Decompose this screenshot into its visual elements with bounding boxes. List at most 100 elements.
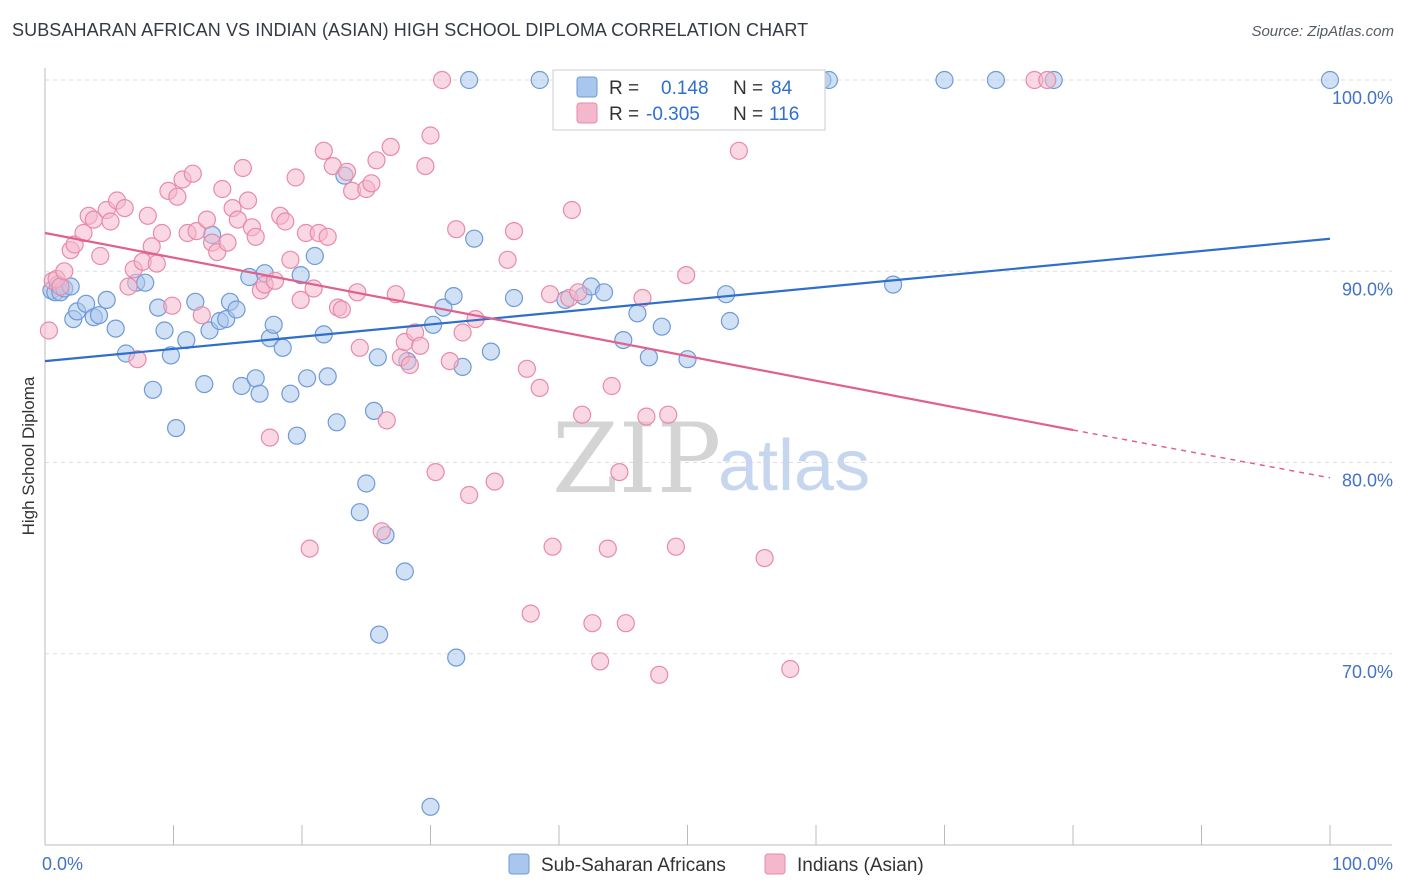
point-pink-47 bbox=[276, 212, 295, 231]
point-pink-94 bbox=[562, 200, 582, 220]
point-pink-90 bbox=[530, 378, 549, 397]
point-blue-44 bbox=[318, 367, 337, 386]
point-pink-77 bbox=[421, 126, 440, 145]
trend-lines bbox=[44, 231, 1331, 479]
point-pink-10 bbox=[91, 246, 110, 266]
point-pink-98 bbox=[590, 652, 610, 671]
legend-r-value-1: 0.148 bbox=[661, 78, 709, 99]
point-blue-38 bbox=[281, 384, 300, 403]
point-pink-37 bbox=[228, 210, 247, 229]
legend-n-value-2: 116 bbox=[769, 104, 799, 125]
point-pink-115 bbox=[1038, 70, 1057, 90]
point-blue-42 bbox=[305, 246, 324, 266]
point-pink-113 bbox=[781, 659, 800, 679]
legend-frame bbox=[552, 69, 826, 131]
point-pink-91 bbox=[540, 285, 560, 304]
point-blue-40 bbox=[291, 266, 310, 285]
point-pink-31 bbox=[197, 210, 216, 229]
y-tick-label-0: 70.0% bbox=[1342, 662, 1393, 682]
point-blue-65 bbox=[530, 70, 549, 90]
point-pink-48 bbox=[281, 250, 300, 269]
point-blue-64 bbox=[504, 288, 524, 308]
point-blue-80 bbox=[935, 70, 954, 90]
point-blue-23 bbox=[195, 375, 214, 394]
point-pink-107 bbox=[659, 405, 678, 424]
point-pink-34 bbox=[213, 179, 232, 199]
point-blue-62 bbox=[465, 229, 484, 248]
point-pink-88 bbox=[517, 359, 537, 378]
trend-line-indians-extension bbox=[1072, 429, 1331, 479]
x-tick-labels: 0.0% 100.0% bbox=[42, 854, 1393, 874]
axes bbox=[44, 68, 1392, 846]
watermark: ZIP atlas bbox=[552, 403, 870, 515]
point-pink-52 bbox=[300, 539, 319, 558]
point-pink-20 bbox=[142, 237, 161, 256]
point-blue-18 bbox=[155, 321, 174, 340]
point-blue-36 bbox=[264, 315, 283, 334]
point-pink-89 bbox=[521, 604, 540, 623]
point-pink-63 bbox=[350, 338, 369, 357]
point-blue-30 bbox=[232, 376, 251, 396]
point-pink-66 bbox=[367, 151, 386, 170]
y-tick-label-3: 100.0% bbox=[1332, 88, 1393, 108]
point-blue-51 bbox=[370, 625, 389, 644]
point-pink-67 bbox=[372, 522, 391, 541]
point-pink-30 bbox=[192, 306, 211, 325]
point-pink-12 bbox=[101, 212, 120, 231]
point-pink-99 bbox=[598, 539, 617, 558]
point-pink-59 bbox=[332, 300, 351, 319]
point-blue-37 bbox=[273, 338, 292, 357]
legend-swatch-pink bbox=[576, 102, 598, 124]
point-pink-97 bbox=[583, 614, 602, 633]
point-pink-17 bbox=[128, 350, 147, 369]
point-pink-41 bbox=[246, 227, 265, 246]
point-pink-49 bbox=[286, 168, 305, 187]
y-tick-label-2: 90.0% bbox=[1342, 279, 1393, 299]
point-blue-19 bbox=[161, 346, 180, 365]
point-blue-39 bbox=[287, 426, 306, 445]
legend-swatch-blue bbox=[576, 76, 598, 98]
point-pink-69 bbox=[381, 137, 400, 156]
point-pink-96 bbox=[572, 405, 592, 424]
point-pink-112 bbox=[755, 548, 774, 568]
trend-line-sub-saharan bbox=[44, 237, 1331, 363]
point-blue-49 bbox=[364, 401, 384, 420]
series-label-indians: Indians (Asian) bbox=[797, 855, 924, 876]
point-blue-15 bbox=[136, 273, 155, 292]
point-pink-80 bbox=[440, 352, 459, 371]
x-tick-label-1: 100.0% bbox=[1332, 854, 1393, 874]
point-blue-59 bbox=[447, 648, 466, 667]
point-pink-65 bbox=[362, 174, 381, 193]
point-blue-53 bbox=[395, 562, 414, 581]
point-pink-101 bbox=[610, 463, 629, 482]
legend-n-label-1: N = bbox=[733, 78, 763, 99]
series-swatch-sub-saharan bbox=[508, 853, 530, 875]
point-pink-103 bbox=[633, 288, 652, 308]
point-pink-39 bbox=[238, 191, 258, 210]
point-blue-12 bbox=[106, 319, 125, 338]
point-pink-82 bbox=[453, 323, 472, 342]
point-blue-83 bbox=[1320, 70, 1340, 90]
point-blue-48 bbox=[357, 474, 376, 493]
data-points bbox=[39, 70, 1340, 816]
point-pink-19 bbox=[138, 206, 157, 225]
point-pink-108 bbox=[666, 537, 686, 556]
point-blue-32 bbox=[246, 369, 265, 388]
point-blue-47 bbox=[350, 503, 369, 522]
y-axis-label: High School Diploma bbox=[19, 376, 38, 535]
chart-title: SUBSAHARAN AFRICAN VS INDIAN (ASIAN) HIG… bbox=[12, 20, 809, 40]
point-blue-72 bbox=[639, 348, 659, 367]
point-pink-4 bbox=[55, 262, 74, 281]
point-pink-44 bbox=[260, 428, 279, 447]
legend-box: R = 0.148 N = 84 R = -0.305 N = 116 bbox=[552, 69, 826, 131]
point-pink-14 bbox=[115, 199, 134, 218]
point-pink-87 bbox=[504, 222, 524, 241]
point-blue-81 bbox=[986, 70, 1006, 90]
point-blue-16 bbox=[143, 380, 162, 399]
point-blue-11 bbox=[97, 290, 116, 309]
y-tick-label-1: 80.0% bbox=[1342, 471, 1393, 491]
point-pink-76 bbox=[416, 157, 435, 176]
point-pink-92 bbox=[543, 537, 562, 556]
point-blue-58 bbox=[444, 287, 463, 306]
